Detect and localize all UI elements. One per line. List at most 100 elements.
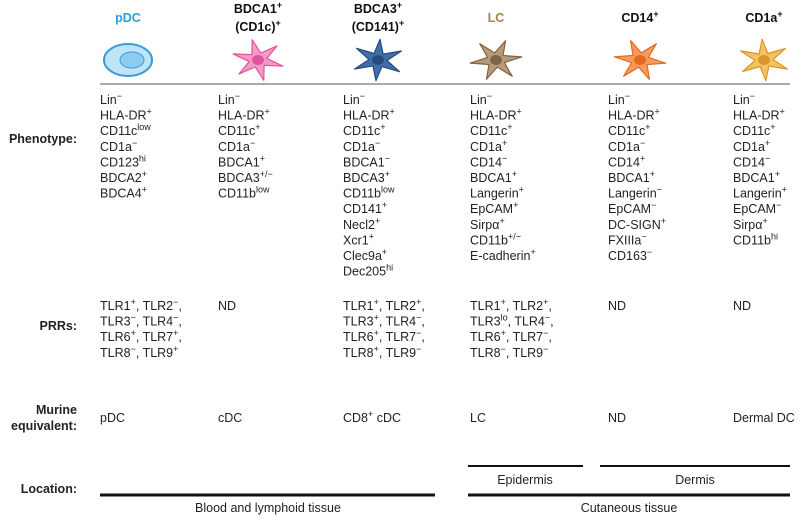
text-segment: ND (608, 411, 626, 425)
superscript: − (132, 138, 137, 148)
text-line: HLA-DR+ (100, 107, 152, 123)
superscript: + (502, 138, 507, 148)
superscript: + (374, 297, 379, 307)
text-segment: , TLR9 (506, 346, 543, 360)
superscript: − (416, 313, 421, 323)
text-line: BDCA3+ (354, 0, 402, 16)
text-line: BDCA1+ (470, 169, 517, 185)
text-line: FXIIIa− (608, 231, 647, 247)
text-segment: TLR1 (470, 299, 501, 313)
superscript: +/− (508, 231, 521, 241)
superscript: + (777, 9, 782, 19)
superscript: − (640, 138, 645, 148)
text-segment: Necl2 (343, 218, 375, 232)
superscript: + (380, 122, 385, 132)
text-line: CD1a− (218, 138, 255, 154)
text-line: BDCA1+ (733, 169, 780, 185)
superscript: + (368, 409, 373, 419)
text-segment: TLR3 (343, 315, 374, 329)
superscript: + (765, 138, 770, 148)
superscript: + (501, 297, 506, 307)
text-line: Lin− (218, 91, 240, 107)
text-segment: TLR6 (470, 330, 501, 344)
superscript: − (651, 200, 656, 210)
text-line: CD14− (733, 153, 770, 169)
text-segment: , (550, 315, 553, 329)
text-segment: BDCA1 (218, 155, 260, 169)
text-segment: , (421, 299, 424, 313)
text-line: CD11c+ (470, 122, 513, 138)
text-segment: BDCA1 (733, 171, 775, 185)
text-line: BDCA3+/− (218, 169, 273, 185)
text-line: pDC (100, 411, 125, 425)
text-segment: Lin (343, 93, 360, 107)
superscript: − (416, 344, 421, 354)
text-segment: CD11c (218, 124, 255, 138)
text-segment: Dec205 (343, 265, 386, 279)
superscript: − (776, 200, 781, 210)
text-segment: CD11c (343, 124, 380, 138)
superscript: + (131, 328, 136, 338)
text-line: TLR1+, TLR2+, (470, 297, 552, 313)
text-segment: DC-SIGN (608, 218, 661, 232)
text-segment: , TLR7 (379, 330, 416, 344)
text-segment: CD14 (608, 155, 640, 169)
text-line: Lin− (470, 91, 492, 107)
superscript: + (399, 18, 404, 28)
superscript: − (543, 344, 548, 354)
text-line: ND (218, 299, 236, 313)
text-segment: TLR3 (470, 315, 501, 329)
text-line: TLR3lo, TLR4−, (470, 313, 554, 329)
text-line: (CD1c)+ (235, 18, 281, 34)
text-segment: , TLR4 (379, 315, 416, 329)
text-segment: , TLR2 (136, 299, 173, 313)
superscript: + (645, 122, 650, 132)
text-segment: CD141 (343, 202, 382, 216)
superscript: − (235, 91, 240, 101)
text-segment: , (548, 299, 551, 313)
text-segment: TLR8 (100, 346, 131, 360)
superscript: + (543, 297, 548, 307)
text-line: DC-SIGN+ (608, 216, 666, 232)
text-segment: BDCA3 (343, 171, 385, 185)
superscript: + (375, 216, 380, 226)
text-segment: CD1a (100, 140, 132, 154)
cell-nucleus (372, 55, 384, 65)
text-line: TLR8−, TLR9− (470, 344, 548, 360)
superscript: − (117, 91, 122, 101)
superscript: + (374, 328, 379, 338)
text-line: CD1a− (343, 138, 380, 154)
row-label: Phenotype: (9, 132, 77, 146)
text-segment: BDCA3 (218, 171, 260, 185)
text-line: CD1a+ (470, 138, 507, 154)
text-line: pDC (115, 11, 141, 25)
superscript: − (385, 153, 390, 163)
text-segment: pDC (100, 411, 125, 425)
text-segment: TLR6 (343, 330, 374, 344)
row-label: PRRs: (39, 319, 77, 333)
text-line: Clec9a+ (343, 247, 387, 263)
text-segment: BDCA1 (343, 155, 385, 169)
text-segment: BDCA1 (470, 171, 512, 185)
superscript: + (390, 107, 395, 117)
superscript: + (142, 169, 147, 179)
text-segment: TLR8 (343, 346, 374, 360)
text-line: HLA-DR+ (218, 107, 270, 123)
superscript: + (519, 185, 524, 195)
superscript: + (780, 107, 785, 117)
text-line: CD11bhi (733, 231, 778, 247)
superscript: − (375, 138, 380, 148)
text-line: CD14− (470, 153, 507, 169)
text-segment: Langerin (733, 187, 782, 201)
text-segment: E-cadherin (470, 249, 530, 263)
superscript: − (173, 313, 178, 323)
text-segment: Lin (218, 93, 235, 107)
text-line: Dec205hi (343, 263, 393, 279)
text-line: TLR3+, TLR4−, (343, 313, 425, 329)
superscript: + (173, 328, 178, 338)
text-line: CD1a+ (745, 9, 782, 25)
superscript: + (513, 200, 518, 210)
cutaneous-label: Cutaneous tissue (581, 501, 678, 515)
epidermis-label: Epidermis (497, 473, 553, 487)
superscript: − (657, 185, 662, 195)
